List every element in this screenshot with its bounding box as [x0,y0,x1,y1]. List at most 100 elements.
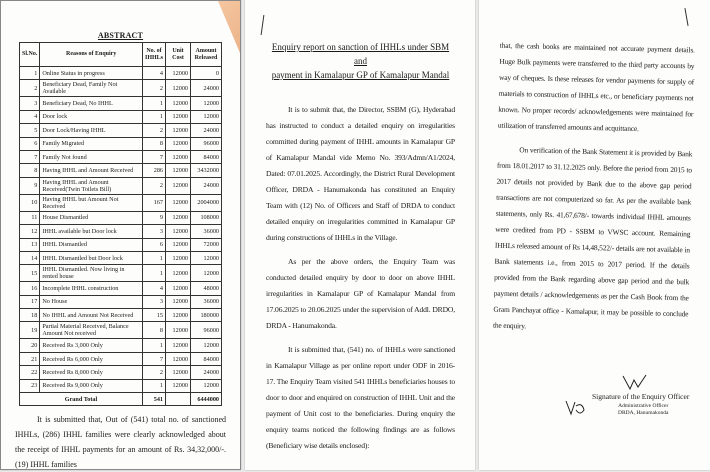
row-reason: Family Not found [39,149,143,165]
table-row: 12 IHHL available but Door lock 3 12000 3600… [18,224,222,239]
grand-total-amount: 6444000 [190,392,222,407]
row-count: 2 [142,365,166,380]
row-reason: Received Rs 8,000 Only [39,365,143,380]
table-row: 17 No House 3 12000 36000 [18,294,222,310]
row-slno: 9 [18,176,41,195]
row-amount: 12000 [190,378,222,394]
row-amount: 0 [190,65,222,81]
abstract-table: Sl.No. Reasons of Enquiry No. of IHHLs U… [18,42,222,407]
row-unit-cost: 12000 [165,351,191,367]
row-slno: 11 [18,210,41,226]
report-title-line2: payment in Kamalapur GP of Kamalapur Man… [271,70,450,80]
grand-total-row: Grand Total 541 6444000 [19,392,222,407]
row-slno: 6 [18,136,41,151]
row-count: 2 [142,79,166,98]
row-unit-cost: 12000 [165,193,191,212]
row-reason: Received Rs 3,000 Only [39,338,143,353]
row-unit-cost: 12000 [165,294,191,310]
row-reason: Family Migrated [39,136,143,151]
row-amount: 24000 [190,79,222,98]
row-amount: 12000 [190,338,222,353]
report-paragraph-2: As per the above orders, the Enquiry Tea… [266,254,455,334]
row-count: 8 [142,136,166,151]
row-count: 1 [142,338,166,353]
row-reason: Having IHHL and Amount Received(Twin Toi… [39,176,143,195]
signature-designation: Administrative Officer [618,403,669,409]
col-header-count: No. of IHHLs [142,42,166,67]
row-reason: Received Rs 6,000 Only [39,351,143,367]
row-reason: Having IHHL but Amount Not Received [39,193,143,212]
row-unit-cost: 12000 [165,210,191,226]
row-amount: 24000 [190,176,222,195]
row-slno: 16 [18,281,41,296]
col-header-amount: Amount Released [190,42,222,67]
row-count: 1 [142,264,166,283]
row-unit-cost: 12000 [165,321,191,340]
table-row: 3 Beneficiary Dead, No IHHL 1 12000 12000 [18,96,222,111]
row-count: 167 [142,193,166,212]
row-amount: 12000 [190,264,222,283]
row-unit-cost: 12000 [165,338,191,353]
report-paragraph-1-text: It is to submit that, the Director, SSBM… [266,105,455,242]
grand-total-label: Grand Total [19,392,143,407]
table-row: 8 Having IHHL and Amount Received 286 12000… [18,163,222,178]
row-slno: 23 [18,378,41,394]
signature-designation-block: Administrative Officer DRDA, Hanumakonda [618,403,668,417]
table-row: 21 Received Rs 6,000 Only 7 12000 84000 [18,351,222,367]
row-slno: 10 [18,193,41,212]
row-slno: 15 [18,264,41,283]
row-count: 3 [142,294,166,310]
findings-paragraph-2: On verification of the Bank Statement it… [493,142,693,339]
row-reason: Incomplete IHHL construction [39,281,143,296]
table-row: 19 Partial Material Received, Balance Amo… [18,321,222,340]
pen-mark [260,15,265,35]
row-slno: 3 [18,96,41,111]
row-amount: 12000 [190,109,222,125]
row-reason: IHHL Dismantled. Now living in rented ho… [39,264,143,283]
row-reason: Having IHHL and Amount Received [39,163,143,178]
abstract-title: ABSTRACT [97,31,144,40]
table-row: 4 Door lock 1 12000 12000 [18,109,222,125]
grand-total-count: 541 [142,392,166,407]
row-unit-cost: 12000 [165,149,191,165]
findings-page: that, the cash books are maintained not … [479,0,710,470]
row-reason: House Dismantled [39,210,143,226]
row-count: 2 [142,123,166,138]
row-reason: No IHHL and Amount Not Received [39,308,143,323]
row-unit-cost: 12000 [165,264,191,283]
row-reason: IHHL available but Door lock [39,224,143,239]
report-title-line1: Enquiry report on sanction of IHHLs unde… [271,42,450,66]
report-page: Enquiry report on sanction of IHHLs unde… [245,0,475,470]
row-unit-cost: 12000 [165,123,191,138]
row-slno: 21 [18,351,41,367]
row-amount: 36000 [190,224,222,239]
row-reason: Received Rs 9,000 Only [39,378,143,394]
row-amount: 96000 [190,321,222,340]
col-header-slno: Sl.No. [18,42,41,67]
row-slno: 20 [18,338,41,353]
row-count: 1 [142,109,166,125]
row-reason: Online Status in progress [39,65,143,81]
row-count: 1 [142,96,166,111]
table-row: 5 Door Lock/Having IHHL 2 12000 24000 [18,123,222,138]
abstract-page: ABSTRACT Sl.No. Reasons of Enquiry No. o… [0,0,241,470]
row-count: 286 [142,163,166,178]
row-amount: 12000 [190,96,222,111]
report-paragraph-1: It is to submit that, the Director, SSBM… [266,102,455,246]
row-count: 8 [142,321,166,340]
report-paragraph-3-text: It is submitted that, (541) no. of IHHLs… [266,345,455,450]
row-amount: 108000 [190,210,222,226]
row-amount: 12000 [190,250,222,266]
row-reason: Beneficiary Dead, Family Not Available [39,79,143,98]
row-slno: 17 [18,294,41,310]
row-unit-cost: 12000 [165,163,191,178]
table-row: 11 House Dismantled 9 12000 108000 [18,210,222,226]
table-row: 2 Beneficiary Dead, Family Not Available 2… [18,79,222,98]
row-unit-cost: 12000 [165,365,191,380]
findings-paragraph-2-text: On verification of the Bank Statement it… [492,145,693,331]
row-unit-cost: 12000 [165,224,191,239]
row-count: 6 [142,237,166,252]
report-title: Enquiry report on sanction of IHHLs unde… [266,40,455,82]
table-row: 6 Family Migrated 8 12000 96000 [18,136,222,151]
row-amount: 24000 [190,365,222,380]
